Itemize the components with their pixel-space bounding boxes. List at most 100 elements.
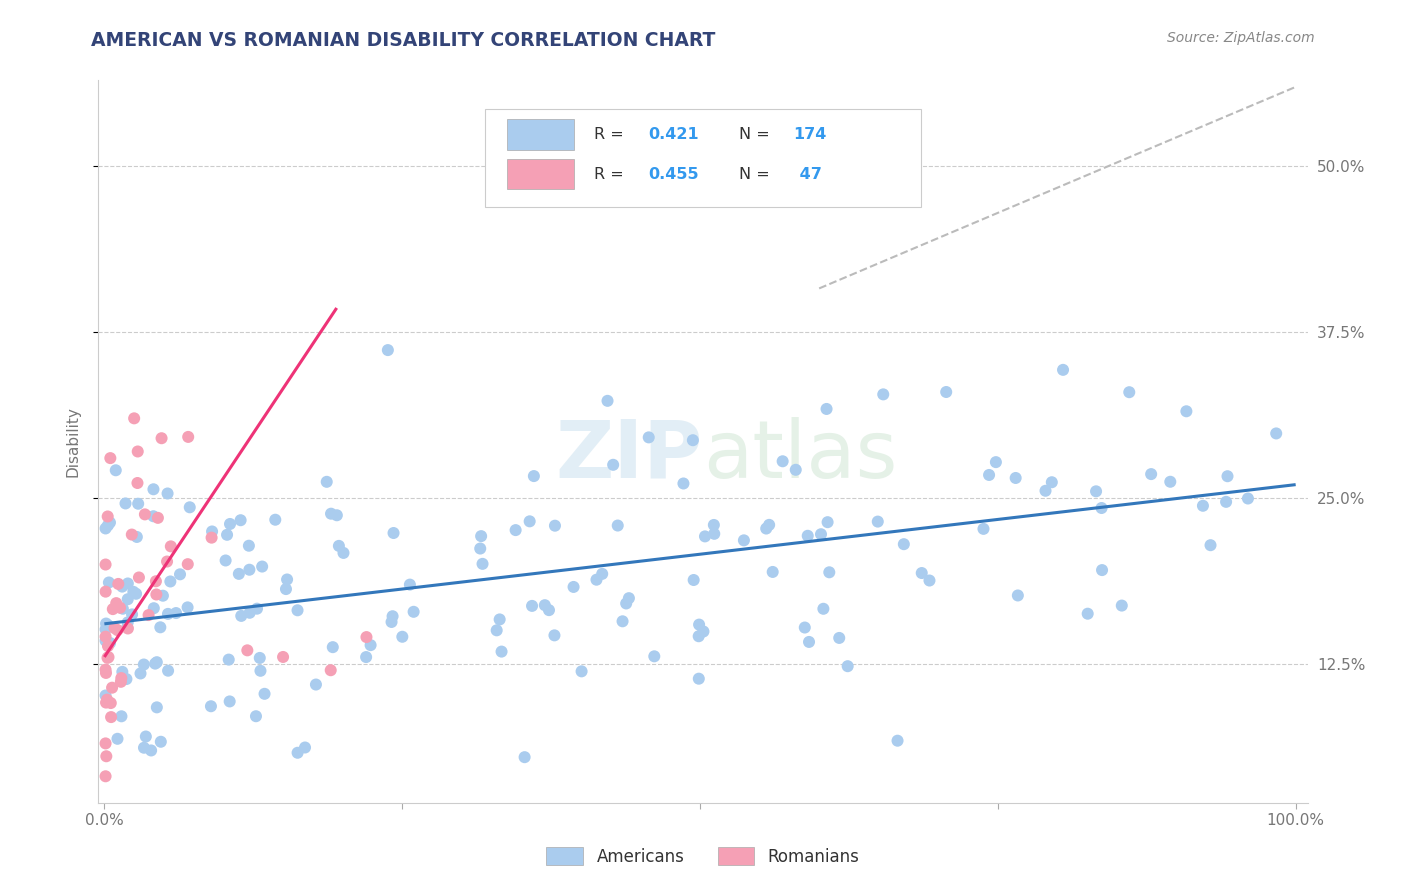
Point (176, 600, 198, 615)
Point (245, 709, 267, 723)
Point (1004, 471, 1026, 485)
Point (121, 527, 143, 541)
Point (326, 508, 349, 523)
Point (1237, 491, 1260, 506)
Point (1215, 495, 1237, 509)
Point (688, 617, 710, 632)
Point (110, 674, 132, 689)
Point (672, 476, 695, 491)
Point (229, 513, 252, 527)
Text: 0.455: 0.455 (648, 167, 699, 182)
Point (94, 736, 117, 750)
Point (97, 619, 120, 633)
Point (977, 467, 1000, 482)
Point (319, 663, 342, 677)
Point (1035, 483, 1057, 498)
Point (94, 689, 117, 703)
Point (159, 540, 181, 554)
Point (236, 643, 259, 657)
Y-axis label: Disability: Disability (65, 406, 80, 477)
Point (98, 516, 121, 530)
Point (287, 603, 309, 617)
Point (837, 659, 859, 673)
Point (935, 384, 957, 399)
Point (129, 666, 152, 681)
Point (249, 664, 271, 678)
Point (134, 508, 156, 522)
Point (127, 497, 149, 511)
Point (637, 430, 659, 444)
Point (505, 523, 527, 537)
Point (688, 629, 710, 643)
Point (688, 672, 710, 686)
Point (617, 591, 640, 606)
Point (101, 681, 124, 695)
Point (100, 696, 122, 710)
Point (1175, 404, 1198, 418)
Point (596, 393, 619, 408)
Point (152, 589, 174, 603)
Point (146, 700, 169, 714)
Point (585, 573, 607, 587)
Point (1111, 599, 1133, 613)
Point (179, 500, 201, 515)
Point (893, 537, 915, 551)
Point (127, 444, 149, 458)
Point (108, 600, 131, 615)
Point (219, 516, 242, 531)
Point (122, 584, 145, 599)
FancyBboxPatch shape (508, 120, 574, 150)
Point (238, 539, 260, 553)
Point (156, 486, 179, 500)
Text: 0.421: 0.421 (648, 127, 699, 142)
Point (1077, 607, 1099, 621)
Point (470, 529, 492, 543)
Point (142, 601, 165, 615)
Point (117, 622, 139, 636)
Point (972, 522, 994, 536)
Point (793, 621, 815, 635)
Point (125, 530, 148, 544)
Point (755, 522, 778, 536)
Point (214, 553, 236, 567)
Point (813, 601, 835, 615)
Point (315, 475, 337, 489)
Point (107, 577, 129, 591)
Point (399, 577, 422, 591)
Point (146, 655, 169, 669)
Point (872, 387, 894, 401)
Point (537, 603, 560, 617)
Text: AMERICAN VS ROMANIAN DISABILITY CORRELATION CHART: AMERICAN VS ROMANIAN DISABILITY CORRELAT… (91, 31, 716, 50)
Point (562, 580, 585, 594)
Point (1192, 499, 1215, 513)
Point (104, 463, 127, 477)
Point (287, 746, 309, 760)
Point (97, 650, 120, 665)
Point (115, 672, 138, 686)
Point (571, 665, 593, 679)
Point (1085, 484, 1108, 499)
Point (402, 605, 425, 619)
Point (156, 555, 179, 569)
Point (149, 620, 172, 634)
Point (110, 709, 132, 723)
Point (218, 694, 240, 708)
Point (117, 620, 139, 634)
Point (125, 587, 148, 601)
Point (94, 769, 117, 783)
Point (145, 587, 167, 601)
Point (132, 657, 155, 672)
Point (276, 573, 298, 587)
Point (215, 528, 238, 542)
Point (614, 597, 637, 611)
Point (772, 454, 794, 468)
Point (97, 639, 120, 653)
Point (94, 616, 117, 631)
Point (97, 509, 120, 524)
Point (239, 606, 262, 620)
Point (128, 570, 150, 584)
Point (703, 518, 725, 533)
Point (111, 580, 134, 594)
Point (250, 559, 273, 574)
Point (107, 731, 129, 746)
